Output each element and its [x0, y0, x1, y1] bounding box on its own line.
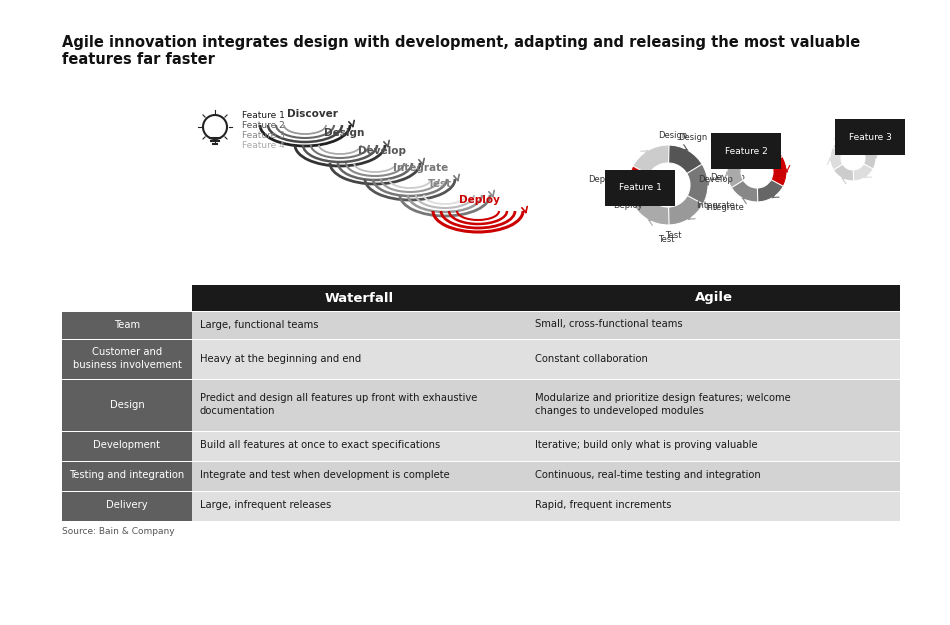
Text: Modularize and prioritize design features; welcome
changes to undeveloped module: Modularize and prioritize design feature…	[535, 393, 790, 416]
Bar	[62, 462, 192, 491]
Text: Deploy: Deploy	[459, 195, 500, 205]
Wedge shape	[667, 145, 703, 174]
Text: Testing and integration: Testing and integration	[69, 471, 184, 481]
Wedge shape	[628, 164, 649, 206]
Text: Feature 4: Feature 4	[242, 141, 285, 149]
Bar	[192, 340, 527, 379]
Text: Feature 1: Feature 1	[242, 111, 285, 119]
Wedge shape	[833, 135, 854, 152]
Bar	[192, 462, 527, 491]
Wedge shape	[731, 179, 758, 202]
Text: Feature 2: Feature 2	[242, 121, 285, 129]
Text: Large, functional teams: Large, functional teams	[200, 319, 318, 329]
Wedge shape	[852, 164, 873, 181]
Text: Agile innovation integrates design with development, adapting and releasing the : Agile innovation integrates design with …	[62, 35, 861, 50]
Text: Deploy: Deploy	[588, 176, 618, 184]
Bar	[527, 285, 900, 311]
Bar	[527, 380, 900, 431]
Wedge shape	[830, 146, 843, 170]
Text: Feature 3: Feature 3	[848, 132, 891, 141]
Text: Develop: Develop	[358, 146, 406, 156]
Text: Feature 1: Feature 1	[618, 184, 661, 192]
Wedge shape	[833, 164, 854, 181]
Bar	[62, 312, 192, 339]
Wedge shape	[756, 179, 784, 202]
Text: Integrate: Integrate	[705, 202, 744, 211]
Wedge shape	[770, 156, 787, 188]
Text: Discover: Discover	[287, 109, 338, 119]
Bar	[192, 432, 527, 461]
Text: Predict and design all features up front with exhaustive
documentation: Predict and design all features up front…	[200, 393, 477, 416]
Text: Design: Design	[658, 131, 688, 139]
Bar	[527, 492, 900, 521]
Text: Develop: Develop	[710, 173, 745, 181]
Text: Continuous, real-time testing and integration: Continuous, real-time testing and integr…	[535, 471, 761, 481]
Text: Develop: Develop	[698, 176, 733, 184]
Bar	[527, 312, 900, 339]
Wedge shape	[667, 196, 703, 225]
Wedge shape	[852, 135, 873, 152]
Wedge shape	[731, 142, 758, 164]
Bar	[192, 380, 527, 431]
Wedge shape	[727, 156, 743, 188]
Text: Test: Test	[428, 179, 452, 189]
Bar	[192, 312, 527, 339]
Wedge shape	[687, 164, 708, 206]
Text: Integrate and test when development is complete: Integrate and test when development is c…	[200, 471, 449, 481]
Text: Design: Design	[324, 128, 365, 138]
Text: Design: Design	[678, 134, 707, 142]
Bar	[527, 462, 900, 491]
Text: Integrate: Integrate	[696, 201, 735, 209]
Text: Heavy at the beginning and end: Heavy at the beginning and end	[200, 354, 361, 364]
Text: Feature 3: Feature 3	[242, 131, 285, 139]
Text: Build all features at once to exact specifications: Build all features at once to exact spec…	[200, 441, 440, 451]
Text: Development: Development	[93, 441, 161, 451]
Bar	[192, 492, 527, 521]
Bar	[192, 285, 527, 311]
Text: Source: Bain & Company: Source: Bain & Company	[62, 527, 175, 536]
Text: Agile: Agile	[694, 291, 732, 304]
Text: Customer and
business involvement: Customer and business involvement	[72, 348, 181, 370]
Text: Team: Team	[114, 319, 140, 329]
Text: Integrate: Integrate	[393, 163, 448, 173]
Bar	[62, 340, 192, 379]
Bar	[62, 432, 192, 461]
Wedge shape	[633, 145, 669, 174]
Bar	[527, 432, 900, 461]
Text: features far faster: features far faster	[62, 52, 215, 67]
Text: Deploy: Deploy	[613, 201, 643, 209]
Wedge shape	[756, 142, 784, 164]
Text: Waterfall: Waterfall	[325, 291, 394, 304]
Text: Feature 2: Feature 2	[725, 146, 768, 156]
Text: Design: Design	[109, 399, 144, 409]
Text: Iterative; build only what is proving valuable: Iterative; build only what is proving va…	[535, 441, 758, 451]
Text: Test: Test	[665, 231, 681, 239]
Wedge shape	[633, 196, 669, 225]
Text: Rapid, frequent increments: Rapid, frequent increments	[535, 501, 672, 511]
Bar	[62, 492, 192, 521]
Text: Test: Test	[657, 235, 674, 244]
Wedge shape	[864, 146, 876, 170]
Text: Small, cross-functional teams: Small, cross-functional teams	[535, 319, 683, 329]
Text: Constant collaboration: Constant collaboration	[535, 354, 648, 364]
Text: Large, infrequent releases: Large, infrequent releases	[200, 501, 332, 511]
Bar	[62, 380, 192, 431]
Bar	[527, 340, 900, 379]
Text: Delivery: Delivery	[106, 501, 148, 511]
